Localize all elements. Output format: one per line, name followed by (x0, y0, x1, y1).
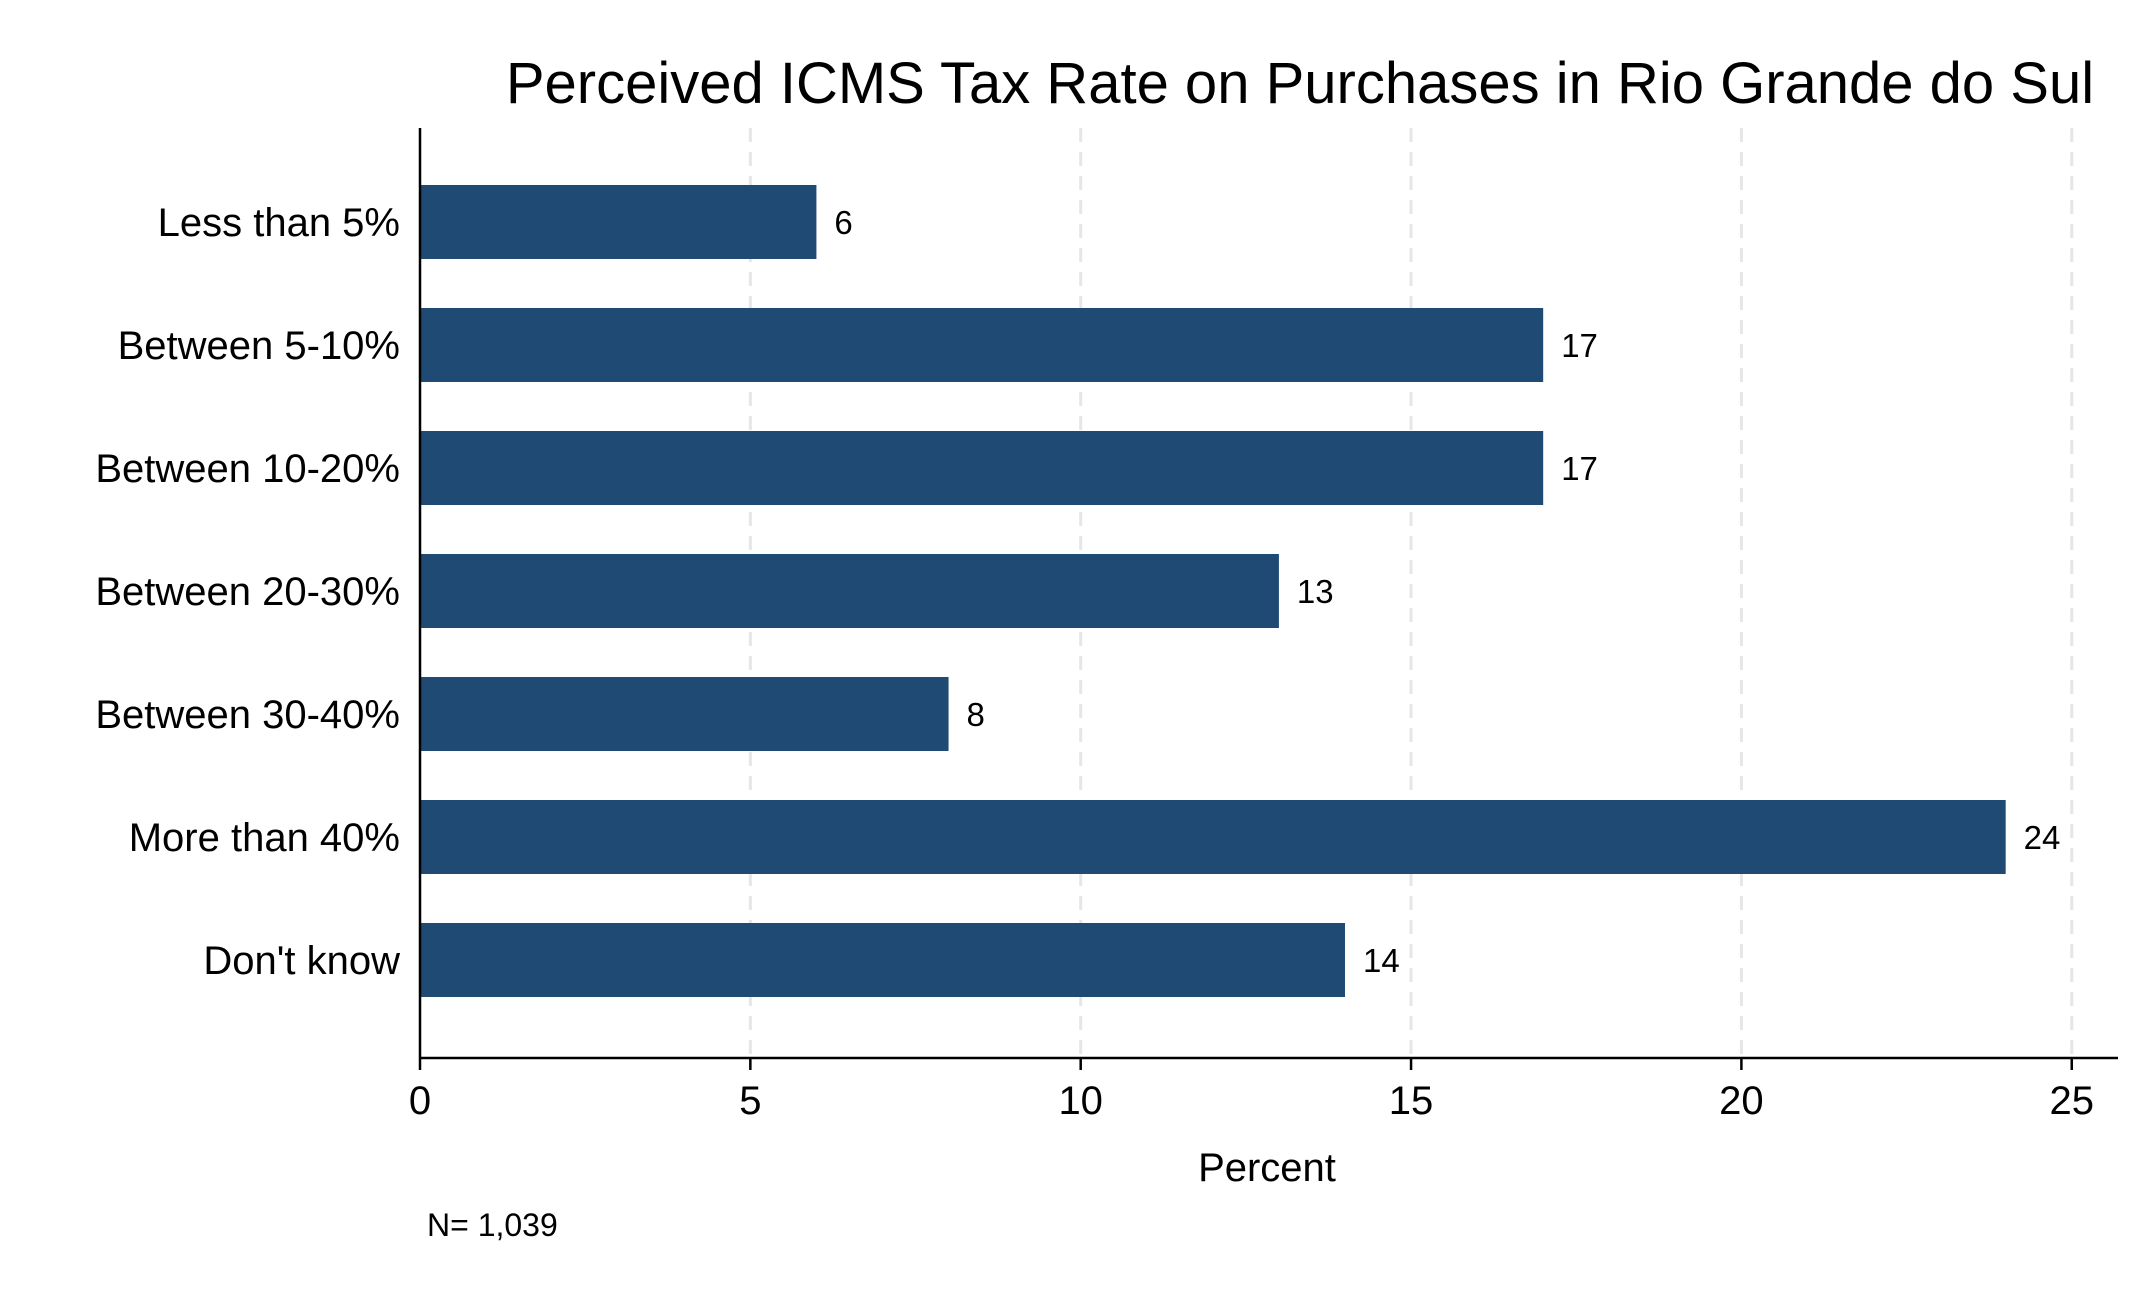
x-tick-label-25: 25 (2050, 1079, 2095, 1123)
data-label-1: 17 (1561, 327, 1598, 364)
data-label-2: 17 (1561, 450, 1598, 487)
bar-2 (420, 431, 1544, 505)
axes (418, 128, 2118, 1070)
x-axis-title: Percent (1198, 1146, 1336, 1190)
bar-5 (420, 800, 2006, 874)
category-label-0: Less than 5% (158, 201, 400, 245)
x-tick-label-10: 10 (1058, 1079, 1103, 1123)
chart-title: Perceived ICMS Tax Rate on Purchases in … (506, 51, 2094, 116)
category-label-6: Don't know (203, 939, 400, 983)
bar-3 (420, 554, 1279, 628)
x-tick-label-0: 0 (409, 1079, 431, 1123)
category-label-3: Between 20-30% (95, 570, 400, 614)
bar-6 (420, 923, 1345, 997)
data-label-6: 14 (1363, 942, 1400, 979)
bar-1 (420, 308, 1544, 382)
data-label-3: 13 (1297, 573, 1334, 610)
sample-size-note: N= 1,039 (427, 1207, 558, 1243)
category-label-5: More than 40% (129, 816, 400, 860)
category-label-1: Between 5-10% (118, 324, 400, 368)
bar-4 (420, 677, 949, 751)
category-label-2: Between 10-20% (95, 447, 400, 491)
bars (420, 185, 2006, 997)
category-label-4: Between 30-40% (95, 693, 400, 737)
x-tick-label-15: 15 (1389, 1079, 1434, 1123)
data-label-0: 6 (834, 204, 852, 241)
bar-0 (420, 185, 817, 259)
data-label-4: 8 (967, 696, 985, 733)
data-label-5: 24 (2024, 819, 2061, 856)
grid-lines (748, 128, 2074, 1058)
x-tick-label-5: 5 (739, 1079, 761, 1123)
labels: Less than 5% 6 Between 5-10% 17 Between 10-2… (95, 201, 2094, 1123)
x-tick-label-20: 20 (1719, 1079, 1764, 1123)
